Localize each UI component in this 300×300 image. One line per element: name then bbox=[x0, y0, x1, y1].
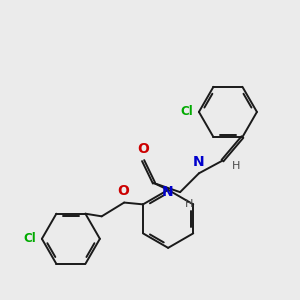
Text: O: O bbox=[137, 142, 149, 156]
Text: Cl: Cl bbox=[24, 232, 36, 245]
Text: N: N bbox=[162, 185, 174, 199]
Text: Cl: Cl bbox=[181, 105, 194, 119]
Text: H: H bbox=[184, 199, 193, 209]
Text: H: H bbox=[232, 161, 240, 171]
Text: N: N bbox=[193, 154, 205, 169]
Text: O: O bbox=[117, 184, 129, 198]
